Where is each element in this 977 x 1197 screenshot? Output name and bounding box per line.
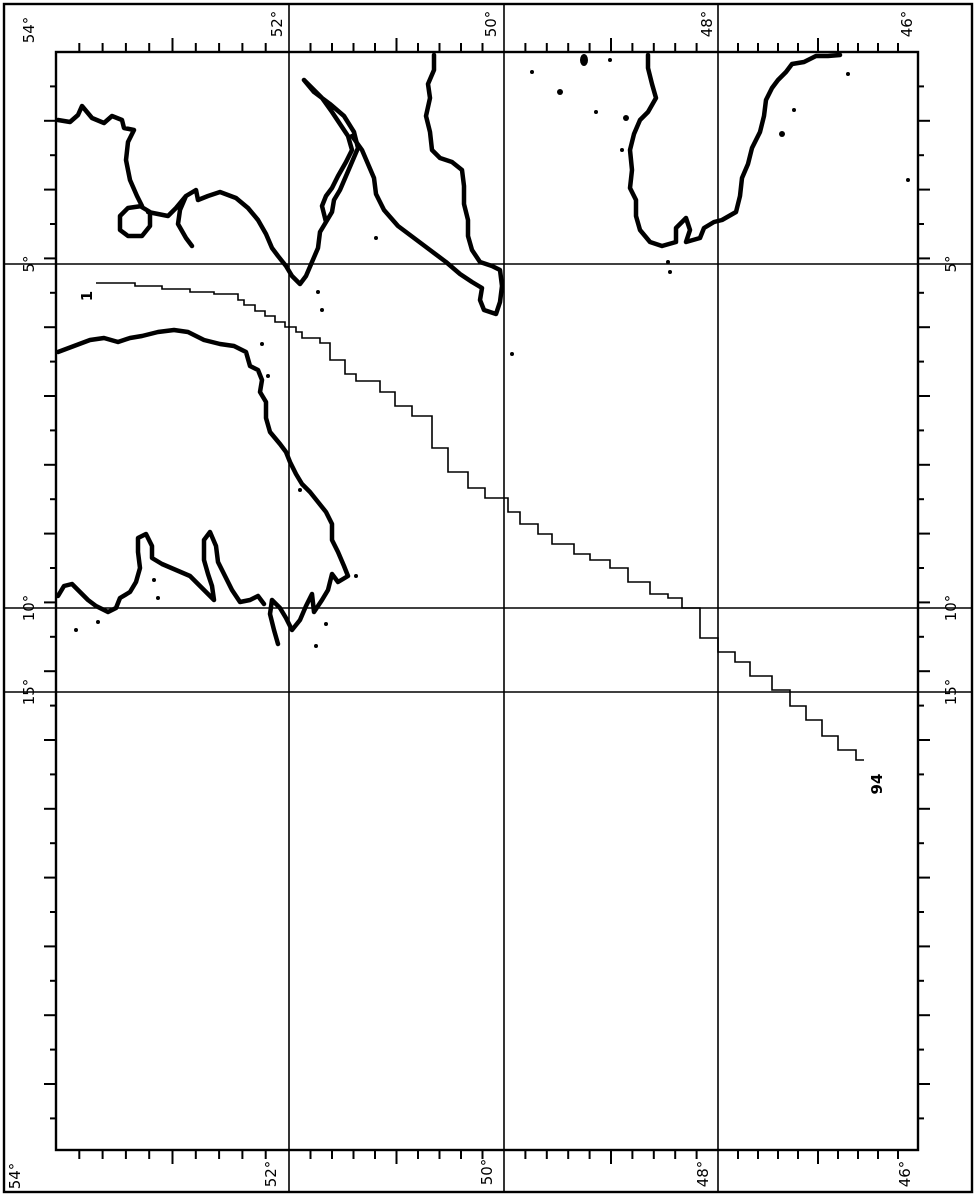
coastlines [55, 52, 843, 647]
island [594, 110, 598, 114]
lon-label-top-50: 50° [482, 11, 500, 38]
lon-label-top-48: 48° [698, 11, 716, 38]
track-start-label: 1 [78, 291, 96, 301]
island [374, 236, 378, 240]
track-line [96, 282, 864, 761]
island [314, 644, 318, 648]
coastline-southwest [55, 327, 351, 647]
lat-label-left-15: 15° [20, 679, 38, 706]
island [510, 352, 514, 356]
graticule [4, 4, 972, 1192]
lat-label-right-15: 15° [942, 679, 960, 706]
scale-ticks [44, 38, 930, 1164]
island [320, 308, 324, 312]
island [906, 178, 910, 182]
island [668, 270, 672, 274]
latitude-labels-left: 5° 10° 15° [20, 255, 38, 705]
island [354, 574, 358, 578]
lon-label-bottom-50: 50° [478, 1159, 496, 1186]
coastline-north-middle [349, 52, 505, 317]
island [846, 72, 850, 76]
lon-label-bottom-46: 46° [896, 1161, 914, 1188]
lon-label-top-54: 54° [20, 17, 38, 44]
lon-label-top-52: 52° [268, 11, 286, 38]
longitude-labels-bottom: 54° 52° 50° 48° 46° [6, 1159, 914, 1190]
island [666, 260, 670, 264]
track-end-label: 94 [868, 774, 886, 795]
island [779, 131, 785, 137]
island [152, 578, 156, 582]
latitude-labels-right: 5° 10° 15° [942, 255, 960, 705]
lat-label-right-5: 5° [942, 255, 960, 272]
island [96, 620, 100, 624]
island [620, 148, 624, 152]
island [608, 58, 612, 62]
island [557, 89, 563, 95]
island [623, 115, 629, 121]
island [260, 342, 264, 346]
island [324, 622, 328, 626]
lat-label-left-5: 5° [20, 255, 38, 272]
island [266, 374, 270, 378]
islands [74, 54, 910, 648]
lon-label-bottom-48: 48° [694, 1161, 712, 1188]
island [156, 596, 160, 600]
lat-label-left-10: 10° [20, 595, 38, 622]
island [530, 70, 534, 74]
island [316, 290, 320, 294]
island [792, 108, 796, 112]
coastline-northeast [627, 52, 843, 249]
island [298, 488, 302, 492]
lon-label-bottom-54: 54° [6, 1163, 24, 1190]
lat-label-right-10: 10° [942, 595, 960, 622]
longitude-labels-top: 54° 52° 50° 48° 46° [20, 11, 916, 44]
lon-label-top-46: 46° [898, 11, 916, 38]
island [74, 628, 78, 632]
lon-label-bottom-52: 52° [262, 1161, 280, 1188]
island [580, 54, 588, 66]
coastline-northwest [55, 77, 361, 287]
